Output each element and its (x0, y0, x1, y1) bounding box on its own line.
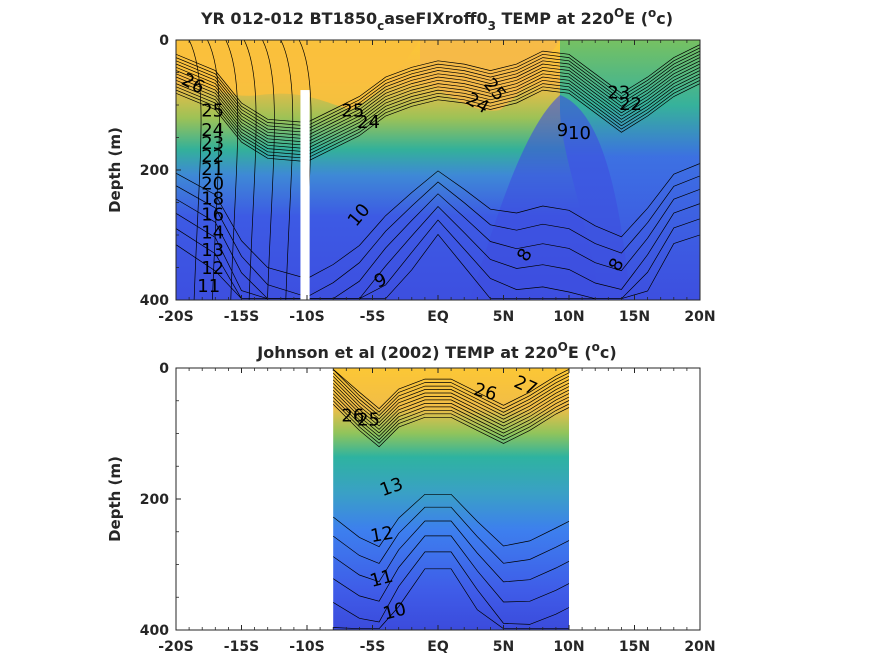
contour-line (176, 79, 700, 159)
contour-line-surface (280, 40, 294, 300)
x-tick-label: -20S (158, 309, 193, 325)
x-tick-label: -20S (158, 639, 193, 655)
contour-line (332, 379, 570, 423)
top-panel: YR 012-012 BT1850caseFIXroff03 TEMP at 2… (106, 6, 716, 325)
contour-line-surface (262, 40, 275, 300)
contour-label: 12 (369, 523, 395, 548)
x-tick-label: -5S (360, 309, 386, 325)
x-tick-label: EQ (427, 309, 449, 325)
contour-line (176, 188, 700, 300)
contour-label: 23 (607, 83, 630, 104)
x-tick-label: 20N (684, 639, 715, 655)
y-tick-label: 200 (140, 492, 169, 508)
contour-line (176, 83, 700, 162)
contour-label: 24 (357, 112, 380, 133)
x-tick-label: 10N (553, 309, 584, 325)
top-title: YR 012-012 BT1850caseFIXroff03 TEMP at 2… (200, 6, 673, 33)
contour-line (176, 175, 700, 298)
contour-label: 13 (201, 240, 224, 261)
contour-line-surface (225, 40, 239, 300)
contour-label: 22 (619, 94, 642, 115)
bottom-x-ticks: -20S -15S -10S -5S EQ 5N 10N 15N 20N (158, 368, 716, 655)
contour-line (332, 386, 570, 430)
contour-line (332, 396, 570, 441)
y-tick-label: 200 (140, 163, 169, 179)
contour-label: 16 (201, 205, 224, 226)
contour-line (332, 369, 570, 413)
bottom-panel: Johnson et al (2002) TEMP at 220OE (oc) … (106, 340, 716, 655)
top-y-ticks: 0 200 400 (140, 33, 181, 309)
x-tick-label: 15N (619, 639, 650, 655)
contour-line (176, 163, 700, 279)
y-tick-label: 400 (140, 293, 169, 309)
contour-line-surface (207, 40, 220, 300)
top-missing-column (300, 90, 310, 300)
x-tick-label: -10S (289, 309, 324, 325)
contour-line (332, 400, 570, 444)
x-tick-label: -10S (289, 639, 324, 655)
top-x-ticks: -20S -15S -10S -5S EQ 5N 10N 15N 20N (158, 40, 716, 325)
contour-line (332, 390, 570, 434)
contour-line (332, 403, 570, 448)
contour-label: 25 (341, 101, 364, 122)
contour-line-surface (243, 40, 257, 300)
y-tick-label: 400 (140, 623, 169, 639)
contour-label: 18 (201, 188, 224, 209)
contour-label: 21 (201, 159, 224, 180)
contour-line-surface (188, 40, 202, 300)
bottom-contours (332, 368, 570, 630)
contour-label: 9 (557, 120, 568, 141)
contour-label: 22 (201, 146, 224, 167)
contour-line (333, 535, 570, 603)
contour-line (332, 506, 570, 564)
x-tick-label: 20N (684, 309, 715, 325)
contour-label: 12 (201, 258, 224, 279)
contour-line (332, 393, 570, 437)
x-tick-label: 5N (493, 309, 514, 325)
x-tick-label: -15S (224, 639, 259, 655)
contour-label: 25 (357, 410, 380, 431)
y-tick-label: 0 (159, 33, 169, 49)
top-warm-pool-mid (420, 40, 560, 111)
contour-line (333, 551, 570, 625)
contour-line (332, 372, 570, 416)
contour-label: 10 (568, 123, 591, 144)
x-tick-label: 15N (619, 309, 650, 325)
contour-label: 24 (201, 120, 224, 141)
contour-label: 11 (197, 276, 220, 297)
contour-label: 23 (201, 133, 224, 154)
x-tick-label: -15S (224, 309, 259, 325)
bottom-title: Johnson et al (2002) TEMP at 220OE (oc) (256, 340, 616, 362)
contour-line (332, 493, 570, 548)
contour-label: 14 (201, 222, 224, 243)
x-tick-label: 5N (493, 639, 514, 655)
top-contours (176, 40, 700, 300)
contour-line (332, 376, 570, 420)
x-tick-label: EQ (427, 639, 449, 655)
contour-line (176, 76, 700, 156)
bottom-field-background (333, 368, 569, 630)
bottom-ylabel: Depth (m) (106, 456, 124, 542)
top-ylabel: Depth (m) (106, 127, 124, 213)
bottom-y-ticks: 0 200 400 (140, 361, 181, 639)
x-tick-label: 10N (553, 639, 584, 655)
contour-line (332, 368, 570, 410)
contour-line (176, 73, 700, 153)
contour-label: 26 (341, 406, 364, 427)
contour-line (332, 383, 570, 427)
x-tick-label: -5S (360, 639, 386, 655)
y-tick-label: 0 (159, 361, 169, 377)
contour-line (332, 520, 570, 583)
contour-label: 25 (201, 101, 224, 122)
top-cold-dome (470, 95, 630, 300)
contour-label: 20 (201, 174, 224, 195)
